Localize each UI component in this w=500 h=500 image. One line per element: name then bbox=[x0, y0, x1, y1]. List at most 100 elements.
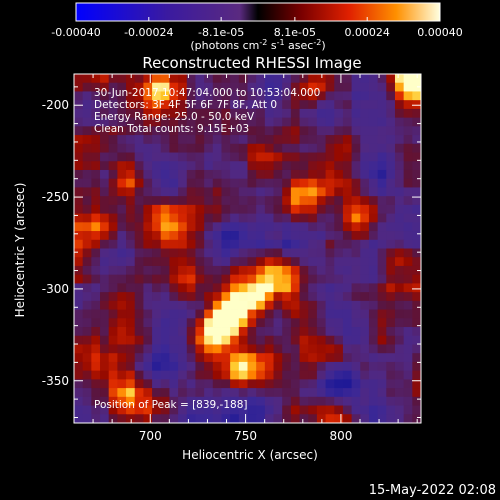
heatmap-cell bbox=[160, 231, 170, 241]
heatmap-cell bbox=[299, 161, 309, 171]
heatmap-cell bbox=[126, 231, 136, 241]
heatmap-cell bbox=[273, 204, 283, 215]
heatmap-cell bbox=[169, 257, 179, 267]
heatmap-cell bbox=[290, 204, 300, 215]
heatmap-cell bbox=[126, 143, 136, 153]
heatmap-cell bbox=[299, 248, 309, 258]
heatmap-cell bbox=[334, 370, 344, 380]
heatmap-cell bbox=[238, 169, 248, 180]
heatmap-cell bbox=[117, 213, 127, 223]
heatmap-cell bbox=[178, 248, 188, 258]
heatmap-cell bbox=[82, 370, 92, 380]
heatmap-cell bbox=[108, 187, 118, 197]
heatmap-cell bbox=[126, 126, 136, 136]
heatmap-cell bbox=[91, 361, 101, 372]
heatmap-cell bbox=[160, 257, 170, 267]
heatmap-cell bbox=[126, 187, 136, 197]
heatmap-cell bbox=[377, 265, 387, 276]
heatmap-cell bbox=[169, 344, 179, 354]
heatmap-cell bbox=[91, 257, 101, 267]
heatmap-cell bbox=[412, 361, 422, 372]
heatmap-cell bbox=[394, 292, 405, 302]
heatmap-cell bbox=[351, 327, 361, 337]
heatmap-cell bbox=[91, 100, 101, 110]
heatmap-cell bbox=[403, 361, 413, 372]
heatmap-cell bbox=[195, 161, 205, 171]
heatmap-cell bbox=[316, 196, 326, 206]
heatmap-cell bbox=[316, 213, 326, 223]
heatmap-cell bbox=[126, 222, 136, 232]
x-tick-label: 700 bbox=[139, 429, 162, 443]
heatmap-cell bbox=[412, 335, 422, 345]
heatmap-cell bbox=[308, 91, 318, 101]
heatmap-cell bbox=[386, 309, 396, 319]
heatmap-cell bbox=[143, 361, 153, 372]
heatmap-cell bbox=[247, 353, 257, 363]
heatmap-cell bbox=[256, 414, 266, 424]
heatmap-cell bbox=[264, 327, 274, 337]
heatmap-cell bbox=[282, 100, 292, 110]
heatmap-cell bbox=[82, 161, 92, 171]
heatmap-cell bbox=[195, 100, 205, 110]
heatmap-cell bbox=[325, 100, 335, 110]
heatmap-cell bbox=[316, 414, 326, 424]
heatmap-cell bbox=[143, 152, 153, 162]
heatmap-cell bbox=[100, 344, 110, 354]
heatmap-cell bbox=[238, 344, 248, 354]
heatmap-cell bbox=[143, 414, 153, 424]
heatmap-cell bbox=[212, 274, 222, 284]
heatmap-cell bbox=[82, 388, 92, 398]
heatmap-cell bbox=[82, 353, 92, 363]
heatmap-cell bbox=[195, 222, 205, 232]
heatmap-cell bbox=[169, 91, 179, 101]
heatmap-cell bbox=[360, 169, 370, 180]
heatmap-cell bbox=[230, 274, 240, 284]
heatmap-cell bbox=[178, 74, 188, 84]
heatmap-cell bbox=[82, 379, 92, 389]
heatmap-cell bbox=[230, 396, 240, 406]
heatmap-cell bbox=[360, 126, 370, 136]
heatmap-cell bbox=[195, 335, 205, 345]
heatmap-cell bbox=[403, 108, 413, 119]
heatmap-cell bbox=[325, 135, 335, 145]
heatmap-cell bbox=[308, 370, 318, 380]
heatmap-cell bbox=[221, 292, 231, 302]
heatmap-cell bbox=[360, 361, 370, 372]
heatmap-cell bbox=[299, 379, 309, 389]
heatmap-cell bbox=[316, 300, 326, 310]
heatmap-cell bbox=[403, 414, 413, 424]
heatmap-cell bbox=[368, 169, 379, 180]
heatmap-cell bbox=[212, 396, 222, 406]
heatmap-cell bbox=[212, 74, 222, 84]
heatmap-cell bbox=[360, 353, 370, 363]
heatmap-cell bbox=[334, 361, 344, 372]
heatmap-cell bbox=[152, 248, 162, 258]
heatmap-cell bbox=[169, 204, 179, 215]
heatmap-cell bbox=[134, 187, 144, 197]
heatmap-cell bbox=[316, 100, 326, 110]
heatmap-cell bbox=[264, 396, 274, 406]
heatmap-cell bbox=[152, 318, 162, 328]
heatmap-cell bbox=[264, 100, 274, 110]
heatmap-cell bbox=[247, 379, 257, 389]
heatmap-cell bbox=[204, 300, 214, 310]
heatmap-cell bbox=[126, 283, 136, 293]
heatmap-cell bbox=[282, 117, 292, 127]
heatmap-cell bbox=[325, 231, 335, 241]
heatmap-cell bbox=[316, 169, 326, 180]
heatmap-cell bbox=[247, 265, 257, 276]
heatmap-cell bbox=[316, 396, 326, 406]
heatmap-cell bbox=[126, 74, 136, 84]
heatmap-cell bbox=[143, 274, 153, 284]
heatmap-cell bbox=[412, 318, 422, 328]
heatmap-cell bbox=[403, 327, 413, 337]
heatmap-cell bbox=[299, 196, 309, 206]
heatmap-cell bbox=[273, 405, 283, 415]
heatmap-cell bbox=[221, 135, 231, 145]
heatmap-cell bbox=[160, 265, 170, 276]
heatmap-cell bbox=[273, 152, 283, 162]
heatmap-cell bbox=[143, 91, 153, 101]
heatmap-cell bbox=[256, 274, 266, 284]
heatmap-cell bbox=[247, 274, 257, 284]
heatmap-cell bbox=[221, 196, 231, 206]
